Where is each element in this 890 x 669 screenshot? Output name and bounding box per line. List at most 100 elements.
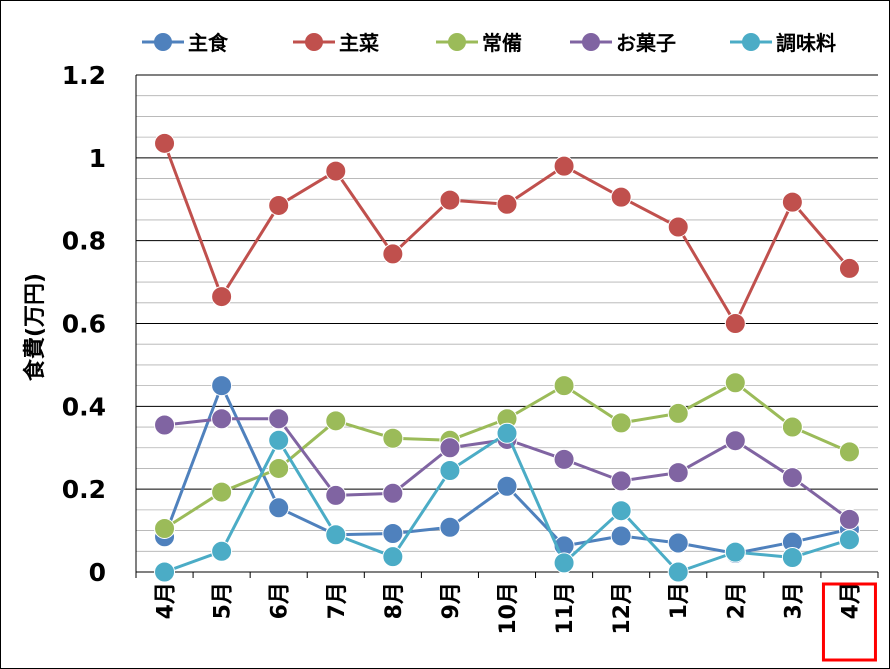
data-point	[610, 525, 632, 547]
y-axis-label: 食費(万円)	[22, 273, 48, 381]
y-tick-labels: 0 0.2 0.4 0.6 0.8 1 1.2	[62, 61, 106, 587]
data-point	[838, 529, 860, 551]
series-4	[154, 422, 860, 583]
legend-marker	[582, 33, 600, 51]
data-point	[667, 561, 689, 583]
series-lines	[154, 132, 860, 583]
series-line	[163, 381, 851, 530]
highlight-box	[821, 582, 877, 662]
data-point	[268, 497, 290, 519]
data-point	[496, 422, 518, 444]
data-point	[724, 372, 746, 394]
data-point	[382, 243, 404, 265]
data-point	[154, 132, 176, 154]
data-point	[781, 191, 803, 213]
data-point	[211, 286, 233, 308]
legend-label: 主菜	[339, 31, 379, 55]
data-point	[724, 541, 746, 563]
x-tick-label: 10月	[496, 582, 521, 635]
data-point	[439, 460, 461, 482]
data-point	[154, 561, 176, 583]
data-point	[667, 216, 689, 238]
axes	[135, 75, 879, 578]
legend-marker	[154, 33, 172, 51]
x-tick-label: 12月	[610, 582, 635, 635]
data-point	[610, 412, 632, 434]
legend-marker	[448, 33, 466, 51]
data-point	[325, 410, 347, 432]
data-point	[268, 194, 290, 216]
data-point	[496, 475, 518, 497]
legend-item: 調味料	[730, 31, 836, 55]
data-point	[667, 532, 689, 554]
y-tick-label: 0.6	[62, 310, 106, 339]
data-point	[724, 313, 746, 334]
data-point	[154, 414, 176, 436]
data-point	[496, 193, 518, 215]
data-point	[553, 155, 575, 177]
data-point	[268, 429, 290, 451]
data-point	[553, 552, 575, 574]
data-point	[781, 547, 803, 569]
data-point	[781, 416, 803, 438]
data-point	[610, 470, 632, 492]
data-point	[211, 481, 233, 503]
x-tick-label: 5月	[211, 582, 236, 619]
data-point	[610, 186, 632, 208]
data-point	[382, 427, 404, 449]
legend-item: 主食	[142, 31, 229, 55]
data-point	[382, 546, 404, 568]
data-point	[838, 257, 860, 279]
y-tick-label: 1.2	[62, 61, 106, 90]
legend-label: お菓子	[616, 31, 676, 55]
legend-label: 常備	[482, 31, 522, 55]
legend-item: 常備	[436, 31, 522, 55]
data-point	[325, 160, 347, 182]
data-point	[268, 457, 290, 479]
data-point	[667, 462, 689, 484]
highlight-rectangle	[821, 582, 877, 662]
x-tick-label: 2月	[724, 582, 749, 619]
x-tick-label: 11月	[553, 582, 578, 635]
data-point	[838, 508, 860, 530]
x-tick-labels: 4月 5月 6月 7月 8月 9月 10月 11月 12月 1月 2月 3月 4月	[154, 582, 864, 635]
legend: 主食 主菜 常備 お菓子 調味料	[142, 31, 836, 55]
data-point	[154, 518, 176, 540]
x-tick-label: 9月	[439, 582, 464, 619]
data-point	[211, 375, 233, 397]
data-point	[724, 430, 746, 452]
data-point	[553, 375, 575, 397]
x-tick-label: 1月	[667, 582, 692, 619]
data-point	[439, 189, 461, 211]
y-tick-label: 0	[89, 558, 106, 587]
data-point	[382, 482, 404, 504]
y-tick-label: 0.4	[62, 392, 106, 421]
legend-item: 主菜	[293, 31, 379, 55]
x-tick-label: 3月	[781, 582, 806, 619]
series-1	[154, 132, 860, 334]
x-tick-label: 6月	[268, 582, 293, 619]
series-0	[154, 375, 860, 564]
y-tick-label: 1	[89, 144, 106, 173]
x-tick-label: 4月	[838, 582, 863, 619]
data-point	[211, 540, 233, 562]
data-point	[268, 408, 290, 430]
series-2	[154, 372, 860, 540]
data-point	[439, 437, 461, 459]
data-point	[382, 522, 404, 544]
data-point	[325, 524, 347, 546]
data-point	[838, 441, 860, 463]
legend-label: 調味料	[776, 31, 836, 55]
data-point	[439, 516, 461, 538]
x-tick-label: 4月	[154, 582, 179, 619]
legend-marker	[305, 33, 323, 51]
data-point	[211, 408, 233, 430]
y-tick-label: 0.8	[62, 227, 106, 256]
data-point	[781, 467, 803, 489]
data-point	[667, 402, 689, 424]
x-tick-label: 7月	[325, 582, 350, 619]
data-point	[325, 484, 347, 506]
series-line	[163, 142, 851, 325]
data-point	[553, 448, 575, 470]
x-tick-label: 8月	[382, 582, 407, 619]
